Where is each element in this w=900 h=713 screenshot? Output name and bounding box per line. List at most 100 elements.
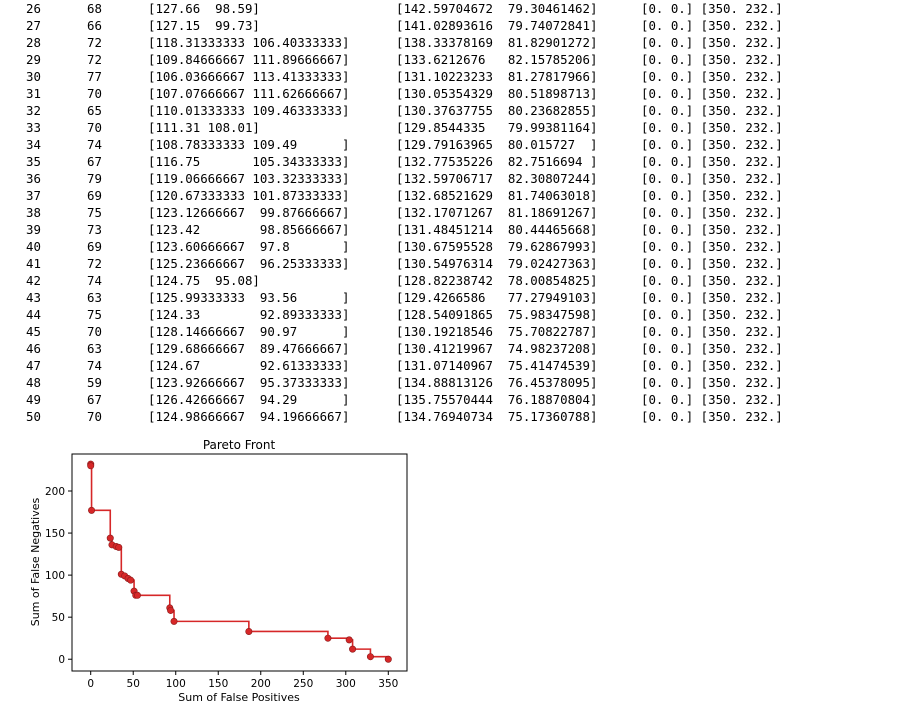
log-cell-c: [0. 0.] [350. 232.] [641, 256, 783, 271]
log-cell-gen: 44 [26, 307, 41, 322]
log-cell-c: [0. 0.] [350. 232.] [641, 154, 783, 169]
log-cell-b: [131.48451214 80.44465668] [396, 222, 598, 237]
log-cell-c: [0. 0.] [350. 232.] [641, 69, 783, 84]
log-cell-c: [0. 0.] [350. 232.] [641, 239, 783, 254]
log-cell-gen: 30 [26, 69, 41, 84]
log-cell-n: 70 [87, 409, 102, 424]
log-cell-b: [134.88813126 76.45378095] [396, 375, 598, 390]
log-cell-b: [130.54976314 79.02427363] [396, 256, 598, 271]
log-row: 34 74 [108.78333333 109.49 ] [129.79163965 … [0, 136, 900, 153]
log-cell-c: [0. 0.] [350. 232.] [641, 409, 783, 424]
log-cell-b: [132.77535226 82.7516694 ] [396, 154, 598, 169]
log-cell-gen: 34 [26, 137, 41, 152]
log-cell-c: [0. 0.] [350. 232.] [641, 205, 783, 220]
x-tick-label: 0 [87, 678, 94, 690]
y-tick-label: 150 [45, 528, 65, 540]
data-point [167, 606, 175, 614]
log-cell-b: [129.79163965 80.015727 ] [396, 137, 598, 152]
log-cell-gen: 27 [26, 18, 41, 33]
log-cell-gen: 48 [26, 375, 41, 390]
log-cell-gen: 28 [26, 35, 41, 50]
log-cell-a: [123.60666667 97.8 ] [148, 239, 350, 254]
data-point [349, 645, 357, 653]
log-cell-b: [129.4266586 77.27949103] [396, 290, 598, 305]
log-cell-n: 63 [87, 341, 102, 356]
log-cell-b: [130.41219967 74.98237208] [396, 341, 598, 356]
log-cell-b: [132.17071267 81.18691267] [396, 205, 598, 220]
log-cell-n: 67 [87, 154, 102, 169]
log-cell-n: 75 [87, 307, 102, 322]
log-row: 43 63 [125.99333333 93.56 ] [129.4266586 77… [0, 289, 900, 306]
log-cell-c: [0. 0.] [350. 232.] [641, 1, 783, 16]
log-cell-a: [107.07666667 111.62666667] [148, 86, 350, 101]
log-cell-gen: 50 [26, 409, 41, 424]
log-row: 44 75 [124.33 92.89333333] [128.54091865 75… [0, 306, 900, 323]
data-point [170, 617, 178, 625]
x-tick-label: 100 [166, 678, 186, 690]
log-row: 38 75 [123.12666667 99.87666667] [132.17071… [0, 204, 900, 221]
log-cell-b: [130.37637755 80.23682855] [396, 103, 598, 118]
log-cell-c: [0. 0.] [350. 232.] [641, 273, 783, 288]
log-cell-a: [123.92666667 95.37333333] [148, 375, 350, 390]
log-cell-n: 68 [87, 1, 102, 16]
log-cell-b: [128.82238742 78.00854825] [396, 273, 598, 288]
log-cell-gen: 38 [26, 205, 41, 220]
log-cell-n: 65 [87, 103, 102, 118]
log-cell-n: 72 [87, 256, 102, 271]
log-cell-n: 70 [87, 120, 102, 135]
log-cell-a: [127.66 98.59] [148, 1, 260, 16]
log-cell-b: [134.76940734 75.17360788] [396, 409, 598, 424]
log-cell-c: [0. 0.] [350. 232.] [641, 35, 783, 50]
log-cell-gen: 45 [26, 324, 41, 339]
x-axis-label: Sum of False Positives [178, 691, 300, 704]
log-cell-n: 74 [87, 358, 102, 373]
pareto-front-chart: Pareto Front 0 50 100 150 200 250 300 350 0 50 100… [29, 438, 408, 704]
log-cell-a: [108.78333333 109.49 ] [148, 137, 350, 152]
log-cell-a: [123.42 98.85666667] [148, 222, 350, 237]
data-point [245, 627, 253, 635]
y-axis-label: Sum of False Negatives [29, 498, 42, 627]
log-cell-a: [126.42666667 94.29 ] [148, 392, 350, 407]
log-cell-b: [133.6212676 82.15785206] [396, 52, 598, 67]
x-tick-label: 150 [208, 678, 228, 690]
log-cell-gen: 35 [26, 154, 41, 169]
log-cell-b: [130.05354329 80.51898713] [396, 86, 598, 101]
y-tick-label: 50 [52, 612, 65, 624]
log-cell-n: 72 [87, 35, 102, 50]
log-cell-c: [0. 0.] [350. 232.] [641, 375, 783, 390]
log-cell-a: [120.67333333 101.87333333] [148, 188, 350, 203]
log-row: 46 63 [129.68666667 89.47666667] [130.41219… [0, 340, 900, 357]
log-cell-n: 77 [87, 69, 102, 84]
log-row: 40 69 [123.60666667 97.8 ] [130.67595528 79… [0, 238, 900, 255]
log-cell-c: [0. 0.] [350. 232.] [641, 86, 783, 101]
log-cell-c: [0. 0.] [350. 232.] [641, 358, 783, 373]
x-tick-label: 200 [251, 678, 271, 690]
log-cell-c: [0. 0.] [350. 232.] [641, 137, 783, 152]
log-cell-a: [128.14666667 90.97 ] [148, 324, 350, 339]
log-cell-n: 66 [87, 18, 102, 33]
y-tick-label: 0 [58, 654, 65, 666]
log-cell-n: 72 [87, 52, 102, 67]
log-cell-a: [124.67 92.61333333] [148, 358, 350, 373]
x-tick-label: 350 [378, 678, 398, 690]
log-cell-c: [0. 0.] [350. 232.] [641, 222, 783, 237]
log-row: 48 59 [123.92666667 95.37333333] [134.88813… [0, 374, 900, 391]
log-cell-n: 74 [87, 137, 102, 152]
log-row: 26 68 [127.66 98.59] [142.59704672 79.30461… [0, 0, 900, 17]
data-point [345, 636, 353, 644]
log-cell-c: [0. 0.] [350. 232.] [641, 120, 783, 135]
log-cell-gen: 43 [26, 290, 41, 305]
log-cell-gen: 39 [26, 222, 41, 237]
log-cell-n: 75 [87, 205, 102, 220]
chart-title: Pareto Front [203, 438, 276, 452]
log-cell-n: 73 [87, 222, 102, 237]
log-row: 27 66 [127.15 99.73] [141.02893616 79.74072… [0, 17, 900, 34]
log-cell-gen: 41 [26, 256, 41, 271]
log-cell-gen: 29 [26, 52, 41, 67]
log-cell-c: [0. 0.] [350. 232.] [641, 392, 783, 407]
log-row: 39 73 [123.42 98.85666667] [131.48451214 80… [0, 221, 900, 238]
log-cell-a: [106.03666667 113.41333333] [148, 69, 350, 84]
log-row: 36 79 [119.06666667 103.32333333] [132.5970… [0, 170, 900, 187]
log-cell-a: [129.68666667 89.47666667] [148, 341, 350, 356]
log-cell-a: [111.31 108.01] [148, 120, 260, 135]
